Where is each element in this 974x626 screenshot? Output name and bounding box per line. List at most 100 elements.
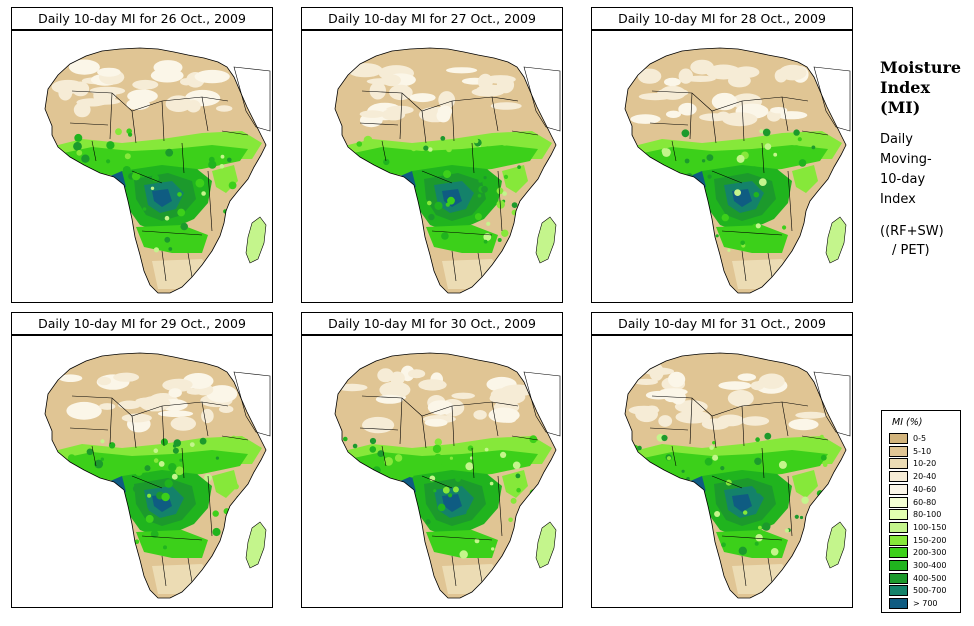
- africa-map-svg: [624, 352, 851, 599]
- country-border: [761, 447, 765, 479]
- africa-map: [301, 335, 563, 608]
- legend-item: 5-10: [889, 445, 959, 457]
- legend-swatch: [889, 496, 908, 508]
- country-border: [511, 435, 539, 441]
- madagascar: [825, 216, 847, 264]
- country-border: [161, 100, 165, 142]
- legend-label: > 700: [913, 599, 938, 609]
- legend-swatch: [889, 572, 908, 584]
- legend-item: 150-200: [889, 534, 959, 546]
- legend-item: 40-60: [889, 483, 959, 495]
- country-border: [201, 401, 209, 437]
- index-title: Moisture Index (MI): [880, 58, 972, 118]
- map-panel: Daily 10-day MI for 28 Oct., 2009: [591, 7, 853, 303]
- country-border: [359, 427, 399, 431]
- country-border: [69, 427, 109, 431]
- country-border: [451, 555, 457, 587]
- madagascar: [245, 216, 267, 264]
- country-border: [161, 405, 165, 447]
- country-border: [161, 555, 167, 587]
- legend-label: 40-60: [913, 484, 937, 494]
- legend-label: 20-40: [913, 472, 937, 482]
- country-border: [801, 435, 829, 441]
- country-border: [497, 475, 503, 537]
- country-border: [711, 170, 743, 184]
- country-border: [207, 475, 213, 537]
- country-border: [131, 110, 137, 144]
- legend-item: > 700: [889, 598, 959, 610]
- africa-map-svg: [44, 47, 271, 294]
- country-border: [741, 555, 747, 587]
- country-border: [381, 140, 387, 162]
- index-formula-line: ((RF+SW): [880, 224, 944, 239]
- africa-outline: [624, 352, 847, 599]
- country-border: [721, 535, 783, 541]
- legend-item: 100-150: [889, 521, 959, 533]
- country-border: [361, 90, 519, 112]
- legend-label: 80-100: [913, 510, 942, 520]
- country-border: [689, 92, 693, 140]
- africa-outline: [334, 47, 557, 294]
- panel-title: Daily 10-day MI for 30 Oct., 2009: [301, 312, 563, 335]
- africa-map: [301, 30, 563, 303]
- country-border: [201, 96, 209, 132]
- country-border: [741, 100, 745, 142]
- country-border: [131, 475, 163, 489]
- country-border: [421, 475, 453, 489]
- country-border: [207, 170, 213, 232]
- index-title-line: Moisture: [880, 58, 962, 77]
- legend-item: 300-400: [889, 560, 959, 571]
- arabia-outline: [813, 66, 851, 132]
- country-border: [471, 142, 475, 174]
- legend-label: 0-5: [913, 434, 927, 443]
- africa-map: [11, 30, 273, 303]
- map-panel: Daily 10-day MI for 27 Oct., 2009: [301, 7, 563, 303]
- legend-label: 100-150: [913, 522, 947, 532]
- madagascar: [535, 216, 557, 264]
- country-border: [359, 122, 399, 126]
- country-border: [421, 170, 453, 184]
- country-border: [451, 250, 457, 282]
- country-border: [721, 230, 783, 236]
- country-border: [109, 92, 113, 140]
- index-description-line: Index: [880, 192, 916, 207]
- country-border: [187, 252, 193, 278]
- country-border: [767, 557, 773, 583]
- africa-outline: [44, 47, 267, 294]
- legend-swatch: [889, 534, 908, 546]
- index-title-line: (MI): [880, 98, 921, 117]
- legend-label: 60-80: [913, 497, 937, 507]
- panel-title: Daily 10-day MI for 27 Oct., 2009: [301, 7, 563, 30]
- country-border: [711, 110, 717, 144]
- country-border: [69, 122, 109, 126]
- map-panel: Daily 10-day MI for 30 Oct., 2009: [301, 312, 563, 608]
- legend-item: 400-500: [889, 572, 959, 584]
- country-border: [109, 397, 113, 445]
- legend-swatch: [889, 458, 908, 470]
- country-border: [187, 557, 193, 583]
- africa-map: [591, 335, 853, 608]
- legend-item: 0-5: [889, 433, 959, 444]
- country-border: [511, 130, 539, 136]
- country-border: [651, 395, 809, 417]
- country-border: [451, 405, 455, 447]
- country-border: [71, 90, 229, 112]
- country-border: [141, 230, 203, 236]
- country-border: [491, 401, 499, 437]
- legend-label: 500-700: [913, 586, 947, 596]
- map-panel: Daily 10-day MI for 29 Oct., 2009: [11, 312, 273, 608]
- country-border: [181, 447, 185, 479]
- map-panel: Daily 10-day MI for 31 Oct., 2009: [591, 312, 853, 608]
- country-border: [761, 142, 765, 174]
- legend-item: 200-300: [889, 547, 959, 559]
- index-description-line: Moving-: [880, 152, 932, 167]
- panel-title: Daily 10-day MI for 26 Oct., 2009: [11, 7, 273, 30]
- madagascar: [245, 521, 267, 569]
- country-border: [221, 435, 249, 441]
- country-border: [651, 90, 809, 112]
- country-border: [671, 445, 677, 467]
- country-border: [671, 140, 677, 162]
- africa-map: [591, 30, 853, 303]
- country-border: [741, 405, 745, 447]
- legend-swatch: [889, 560, 908, 571]
